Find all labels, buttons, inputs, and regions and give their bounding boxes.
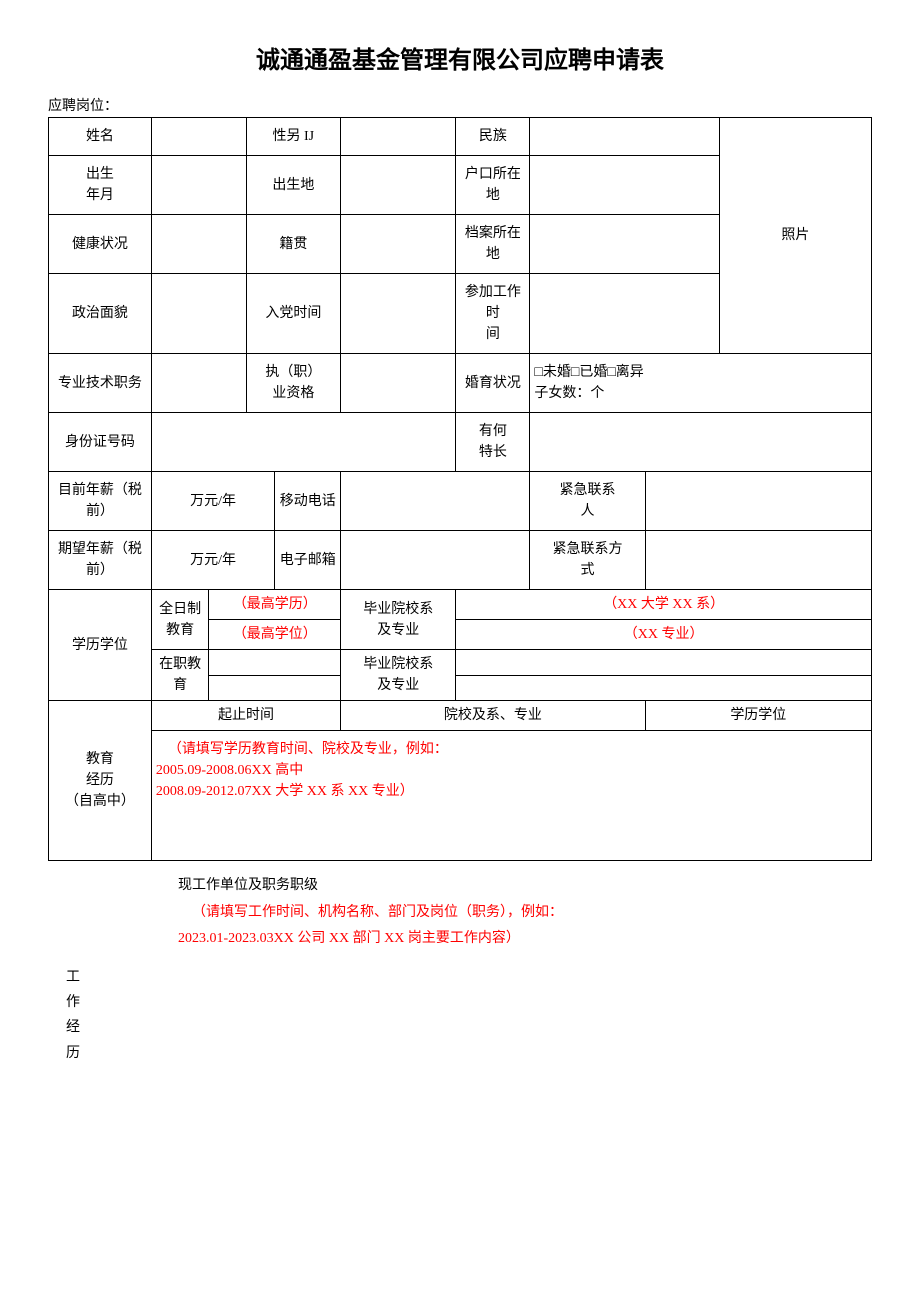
label-specialty: 有何 特长 bbox=[456, 413, 530, 472]
label-political: 政治面貌 bbox=[49, 274, 152, 354]
col-school-major: 院校及系、专业 bbox=[341, 701, 645, 731]
label-workstart: 参加工作时 间 bbox=[456, 274, 530, 354]
col-time-range: 起止时间 bbox=[151, 701, 340, 731]
highest-degree-2: （最高学位） bbox=[209, 620, 341, 650]
label-partydate: 入党时间 bbox=[246, 274, 341, 354]
marital-value[interactable]: □未婚□已婚□离异 子女数：个 bbox=[530, 354, 872, 413]
label-name: 姓名 bbox=[49, 118, 152, 156]
label-marital: 婚育状况 bbox=[456, 354, 530, 413]
position-label: 应聘岗位： bbox=[48, 95, 872, 115]
label-expected-salary: 期望年薪（税 前） bbox=[49, 531, 152, 590]
label-qualification: 执（职） 业资格 bbox=[246, 354, 341, 413]
label-emergency-method: 紧急联系方 式 bbox=[530, 531, 645, 590]
work-section: 工 作 经 历 现工作单位及职务职级 （请填写工作时间、机构名称、部门及岗位（职… bbox=[48, 865, 872, 1066]
label-grad-school-1: 毕业院校系 及专业 bbox=[341, 590, 456, 650]
label-fulltime-edu: 全日制 教育 bbox=[151, 590, 209, 650]
label-gender: 性另 IJ bbox=[246, 118, 341, 156]
label-mobile: 移动电话 bbox=[275, 472, 341, 531]
example-school: （XX 大学 XX 系） bbox=[456, 590, 872, 620]
label-degree: 学历学位 bbox=[49, 590, 152, 701]
label-work-history: 工 作 经 历 bbox=[48, 865, 98, 1066]
label-onjob-edu: 在职教 育 bbox=[151, 650, 209, 701]
label-idnumber: 身份证号码 bbox=[49, 413, 152, 472]
label-emergency-contact: 紧急联系 人 bbox=[530, 472, 645, 531]
salary-unit-1[interactable]: 万元/年 bbox=[151, 472, 274, 531]
edu-hint-cell[interactable]: （请填写学历教育时间、院校及专业，例如： 2005.09-2008.06XX 高… bbox=[151, 731, 871, 861]
page-title: 诚通通盈基金管理有限公司应聘申请表 bbox=[48, 40, 872, 75]
label-birthdate: 出生 年月 bbox=[49, 156, 152, 215]
label-health: 健康状况 bbox=[49, 215, 152, 274]
col-degree: 学历学位 bbox=[645, 701, 871, 731]
salary-unit-2[interactable]: 万元/年 bbox=[151, 531, 274, 590]
label-birthplace: 出生地 bbox=[246, 156, 341, 215]
label-nativeplace: 籍贯 bbox=[246, 215, 341, 274]
example-major: （XX 专业） bbox=[456, 620, 872, 650]
label-filelocation: 档案所在 地 bbox=[456, 215, 530, 274]
highest-degree-1: （最高学历） bbox=[209, 590, 341, 620]
label-edu-history: 教育 经历 （自高中） bbox=[49, 701, 152, 861]
label-proftitle: 专业技术职务 bbox=[49, 354, 152, 413]
label-grad-school-2: 毕业院校系 及专业 bbox=[341, 650, 456, 701]
application-form-table: 姓名 性另 IJ 民族 照片 出生 年月 出生地 户口所在 地 健康状况 籍贯 … bbox=[48, 117, 872, 861]
photo-cell: 照片 bbox=[719, 118, 871, 354]
label-current-salary: 目前年薪（税 前） bbox=[49, 472, 152, 531]
work-content[interactable]: 现工作单位及职务职级 （请填写工作时间、机构名称、部门及岗位（职务），例如： 2… bbox=[98, 865, 872, 1066]
label-ethnicity: 民族 bbox=[456, 118, 530, 156]
label-hukou: 户口所在 地 bbox=[456, 156, 530, 215]
label-email: 电子邮箱 bbox=[275, 531, 341, 590]
